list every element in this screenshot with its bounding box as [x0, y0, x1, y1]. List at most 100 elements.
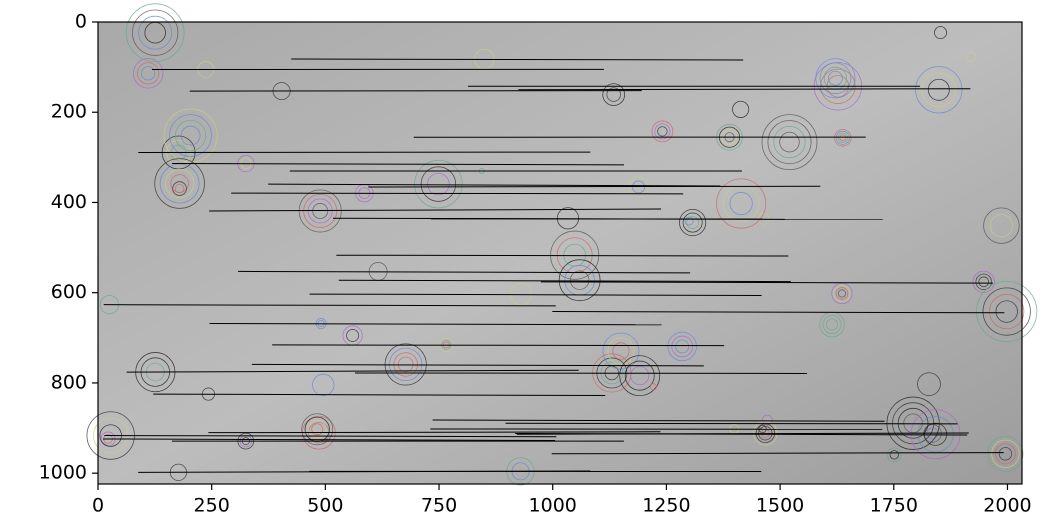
keypoint [927, 78, 950, 101]
match-line [432, 419, 885, 422]
keypoint [136, 62, 160, 85]
keypoint [965, 51, 977, 63]
keypoint [132, 9, 179, 56]
keypoint [767, 120, 812, 165]
keypoint [729, 191, 753, 216]
keypoint [995, 300, 1018, 323]
keypoint [972, 270, 995, 294]
match-line [540, 281, 993, 284]
match-line [516, 432, 969, 435]
y-tick-label: 600 [51, 281, 87, 303]
keypoint [606, 87, 621, 102]
keypoint [163, 108, 218, 163]
match-line [268, 183, 721, 187]
keypoint [420, 166, 457, 202]
match-line [309, 293, 762, 296]
y-tick-label: 800 [51, 371, 87, 393]
x-tick-label: 1750 [870, 495, 918, 517]
keypoint [839, 134, 847, 142]
keypoint [312, 373, 335, 397]
keypoint [174, 183, 185, 194]
x-tick-label: 2000 [983, 495, 1031, 517]
keypoint [887, 447, 902, 463]
keypoint [686, 216, 700, 229]
keypoint [921, 72, 957, 108]
y-tick-label: 1000 [39, 462, 87, 484]
keypoint [917, 416, 954, 453]
keypoint [624, 360, 655, 391]
x-tick-label: 1250 [642, 495, 690, 517]
keypoint [682, 212, 703, 233]
keypoint [619, 355, 661, 397]
keypoint [833, 285, 851, 302]
match-line [209, 323, 662, 326]
keypoint [602, 83, 626, 106]
keypoint [982, 287, 1031, 336]
keypoint [180, 125, 201, 146]
plot-area [86, 3, 1038, 486]
keypoint [761, 414, 773, 426]
match-line [368, 185, 821, 188]
keypoint [169, 114, 212, 157]
keypoint [994, 443, 1016, 465]
keypoint [910, 409, 961, 460]
x-tick-label: 1500 [756, 495, 804, 517]
keypoint [138, 15, 173, 50]
keypoint [897, 407, 929, 439]
keypoint [773, 125, 806, 159]
keypoint [170, 174, 189, 193]
keypoint [716, 178, 767, 229]
keypoint [987, 435, 1024, 472]
keypoint [815, 58, 856, 99]
keypoint [835, 130, 850, 145]
keypoint [989, 293, 1025, 330]
match-line [552, 311, 1005, 314]
keypoint [649, 383, 657, 391]
keypoint [651, 120, 674, 143]
keypoint [569, 270, 590, 290]
keypoint [998, 447, 1013, 461]
match-line [354, 372, 807, 374]
keypoint [991, 439, 1020, 469]
keypoint [837, 132, 848, 144]
keypoint [679, 209, 707, 237]
image [98, 22, 1022, 484]
keypoint [837, 289, 847, 298]
keypoint [675, 339, 690, 354]
y-tick-label: 200 [51, 101, 87, 123]
keypoint [141, 66, 156, 81]
match-line [171, 163, 624, 166]
match-line [272, 344, 725, 347]
keypoint [831, 282, 853, 305]
keypoint [828, 70, 843, 86]
keypoint [174, 119, 207, 152]
keypoint [983, 207, 1020, 244]
keypoint [684, 216, 694, 226]
keypoint [172, 181, 187, 196]
match-line [104, 435, 557, 438]
x-tick-label: 1000 [529, 495, 577, 517]
keypoint [630, 366, 650, 386]
keypoint [722, 185, 760, 222]
match-line [551, 452, 1004, 455]
match-line [103, 438, 556, 442]
keypoint [346, 329, 360, 342]
keypoint [903, 413, 923, 434]
keypoint [975, 273, 992, 291]
keypoint [154, 158, 205, 209]
keypoint [301, 413, 334, 446]
keypoint [976, 280, 1038, 343]
match-line [251, 363, 704, 367]
keypoint [779, 131, 800, 153]
keypoint [835, 287, 849, 300]
keypoint [654, 123, 671, 140]
keypoint [978, 276, 990, 288]
keypoint [657, 126, 668, 137]
match-line [336, 254, 789, 257]
keypoint [165, 168, 195, 199]
keypoint [886, 396, 940, 450]
axes-frame [97, 21, 1023, 485]
x-tick-label: 250 [194, 495, 230, 517]
keypoint [822, 315, 842, 334]
x-tick-label: 750 [421, 495, 457, 517]
